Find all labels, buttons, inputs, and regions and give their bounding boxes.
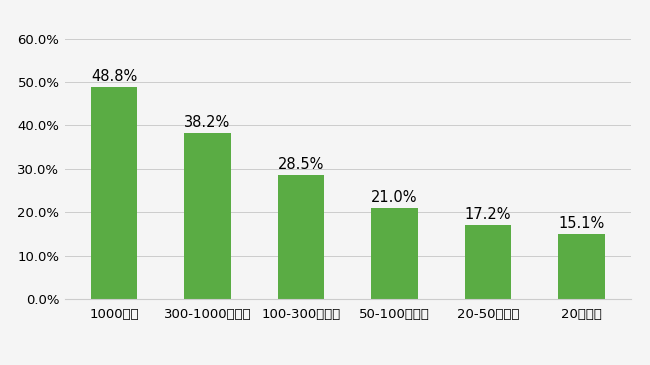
Text: 17.2%: 17.2% xyxy=(465,207,511,222)
Text: 28.5%: 28.5% xyxy=(278,157,324,172)
Bar xyxy=(465,224,512,299)
Text: 48.8%: 48.8% xyxy=(91,69,137,84)
Text: 15.1%: 15.1% xyxy=(558,216,605,231)
Text: 21.0%: 21.0% xyxy=(371,190,418,205)
Bar xyxy=(558,234,605,299)
Bar xyxy=(184,133,231,299)
Bar xyxy=(371,208,418,299)
Bar xyxy=(91,87,137,299)
Text: 38.2%: 38.2% xyxy=(185,115,231,130)
Bar xyxy=(278,176,324,299)
